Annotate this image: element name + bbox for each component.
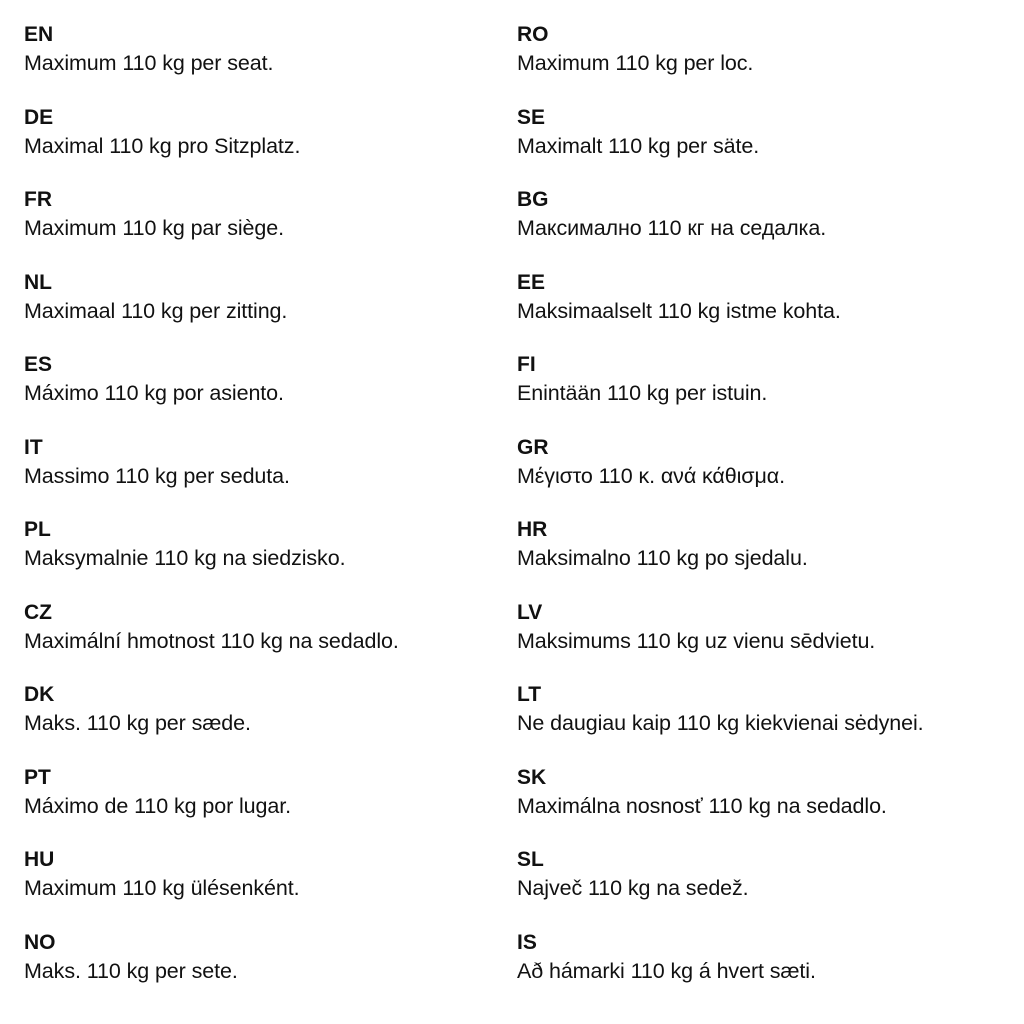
weight-limit-text: Maks. 110 kg per sete. (24, 958, 238, 983)
language-entry: SK Maximálna nosnosť 110 kg na sedadlo. (517, 764, 924, 847)
left-language-column: EN Maximum 110 kg per seat. DE Maximal 110 … (24, 21, 399, 1011)
weight-limit-text: Maximal 110 kg pro Sitzplatz. (24, 133, 301, 158)
weight-limit-text: Maximum 110 kg per seat. (24, 51, 274, 75)
language-code: SK (517, 765, 547, 789)
weight-limit-text: Maksimums 110 kg uz vienu sēdvietu. (517, 628, 876, 653)
language-code: GR (517, 435, 549, 459)
language-code: DK (24, 683, 55, 706)
language-code: PL (24, 518, 51, 541)
language-entry: HR Maksimalno 110 kg po sjedalu. (517, 516, 924, 599)
language-code: BG (517, 188, 549, 211)
language-entry: PT Máximo de 110 kg por lugar. (24, 764, 399, 847)
weight-limit-text: Maksymalnie 110 kg na siedzisko. (24, 546, 346, 570)
weight-limit-text: Máximo de 110 kg por lugar. (24, 793, 291, 818)
weight-limit-text: Maximálna nosnosť 110 kg na sedadlo. (517, 793, 887, 818)
language-entry: DE Maximal 110 kg pro Sitzplatz. (24, 104, 399, 187)
weight-limit-text: Maksimaalselt 110 kg istme kohta. (517, 298, 841, 323)
weight-limit-text: Máximo 110 kg por asiento. (24, 381, 284, 405)
language-code: DE (24, 105, 54, 129)
weight-limit-text: Að hámarki 110 kg á hvert sæti. (517, 958, 816, 983)
language-entry: ES Máximo 110 kg por asiento. (24, 351, 399, 434)
weight-limit-text: Maksimalno 110 kg po sjedalu. (517, 546, 808, 570)
language-code: FR (24, 188, 52, 211)
language-code: CZ (24, 600, 52, 624)
language-entry: BG Максимално 110 кг на седалка. (517, 186, 924, 269)
language-entry: GR Μέγιστο 110 κ. ανά κάθισμα. (517, 434, 924, 517)
weight-limit-text: Največ 110 kg na sedež. (517, 876, 749, 900)
language-code: SL (517, 848, 544, 871)
right-language-column: RO Maximum 110 kg per loc. SE Maximalt 110 … (517, 21, 924, 1011)
language-entry: LT Ne daugiau kaip 110 kg kiekvienai sėdy… (517, 681, 924, 764)
language-entry: PL Maksymalnie 110 kg na siedzisko. (24, 516, 399, 599)
language-entry: IS Að hámarki 110 kg á hvert sæti. (517, 929, 924, 1012)
weight-limit-text: Maximální hmotnost 110 kg na sedadlo. (24, 628, 399, 653)
language-entry: EE Maksimaalselt 110 kg istme kohta. (517, 269, 924, 352)
weight-limit-text: Massimo 110 kg per seduta. (24, 463, 290, 488)
language-entry: LV Maksimums 110 kg uz vienu sēdvietu. (517, 599, 924, 682)
language-code: ES (24, 353, 53, 376)
language-code: HU (24, 848, 55, 871)
language-code: IT (24, 435, 43, 459)
language-entry: CZ Maximální hmotnost 110 kg na sedadlo. (24, 599, 399, 682)
weight-limit-text: Maximaal 110 kg per zitting. (24, 298, 288, 323)
language-entry: SL Največ 110 kg na sedež. (517, 846, 924, 929)
language-entry: EN Maximum 110 kg per seat. (24, 21, 399, 104)
language-code: NO (24, 930, 56, 954)
language-code: SE (517, 105, 546, 129)
weight-limit-text: Maks. 110 kg per sæde. (24, 711, 251, 735)
language-code: NL (24, 270, 52, 294)
language-code: RO (517, 23, 549, 46)
language-entry: DK Maks. 110 kg per sæde. (24, 681, 399, 764)
language-code: PT (24, 765, 51, 789)
weight-limit-text: Μέγιστο 110 κ. ανά κάθισμα. (517, 463, 785, 488)
weight-limit-text: Максимално 110 кг на седалка. (517, 216, 827, 240)
language-code: FI (517, 353, 536, 376)
language-entry: IT Massimo 110 kg per seduta. (24, 434, 399, 517)
language-code: EE (517, 270, 546, 294)
language-code: LT (517, 683, 542, 706)
language-code: LV (517, 600, 543, 624)
language-entry: SE Maximalt 110 kg per säte. (517, 104, 924, 187)
language-entry: FR Maximum 110 kg par siège. (24, 186, 399, 269)
language-entry: NO Maks. 110 kg per sete. (24, 929, 399, 1012)
weight-limit-text: Enintään 110 kg per istuin. (517, 381, 768, 405)
language-entry: FI Enintään 110 kg per istuin. (517, 351, 924, 434)
language-code: HR (517, 518, 548, 541)
language-entry: HU Maximum 110 kg ülésenként. (24, 846, 399, 929)
weight-limit-text: Maximum 110 kg ülésenként. (24, 876, 300, 900)
weight-limit-text: Maximum 110 kg per loc. (517, 51, 754, 75)
weight-limit-text: Ne daugiau kaip 110 kg kiekvienai sėdyne… (517, 711, 924, 735)
language-code: EN (24, 23, 54, 46)
weight-limit-text: Maximalt 110 kg per säte. (517, 133, 760, 158)
language-code: IS (517, 930, 537, 954)
language-entry: NL Maximaal 110 kg per zitting. (24, 269, 399, 352)
language-entry: RO Maximum 110 kg per loc. (517, 21, 924, 104)
weight-limit-text: Maximum 110 kg par siège. (24, 216, 284, 240)
